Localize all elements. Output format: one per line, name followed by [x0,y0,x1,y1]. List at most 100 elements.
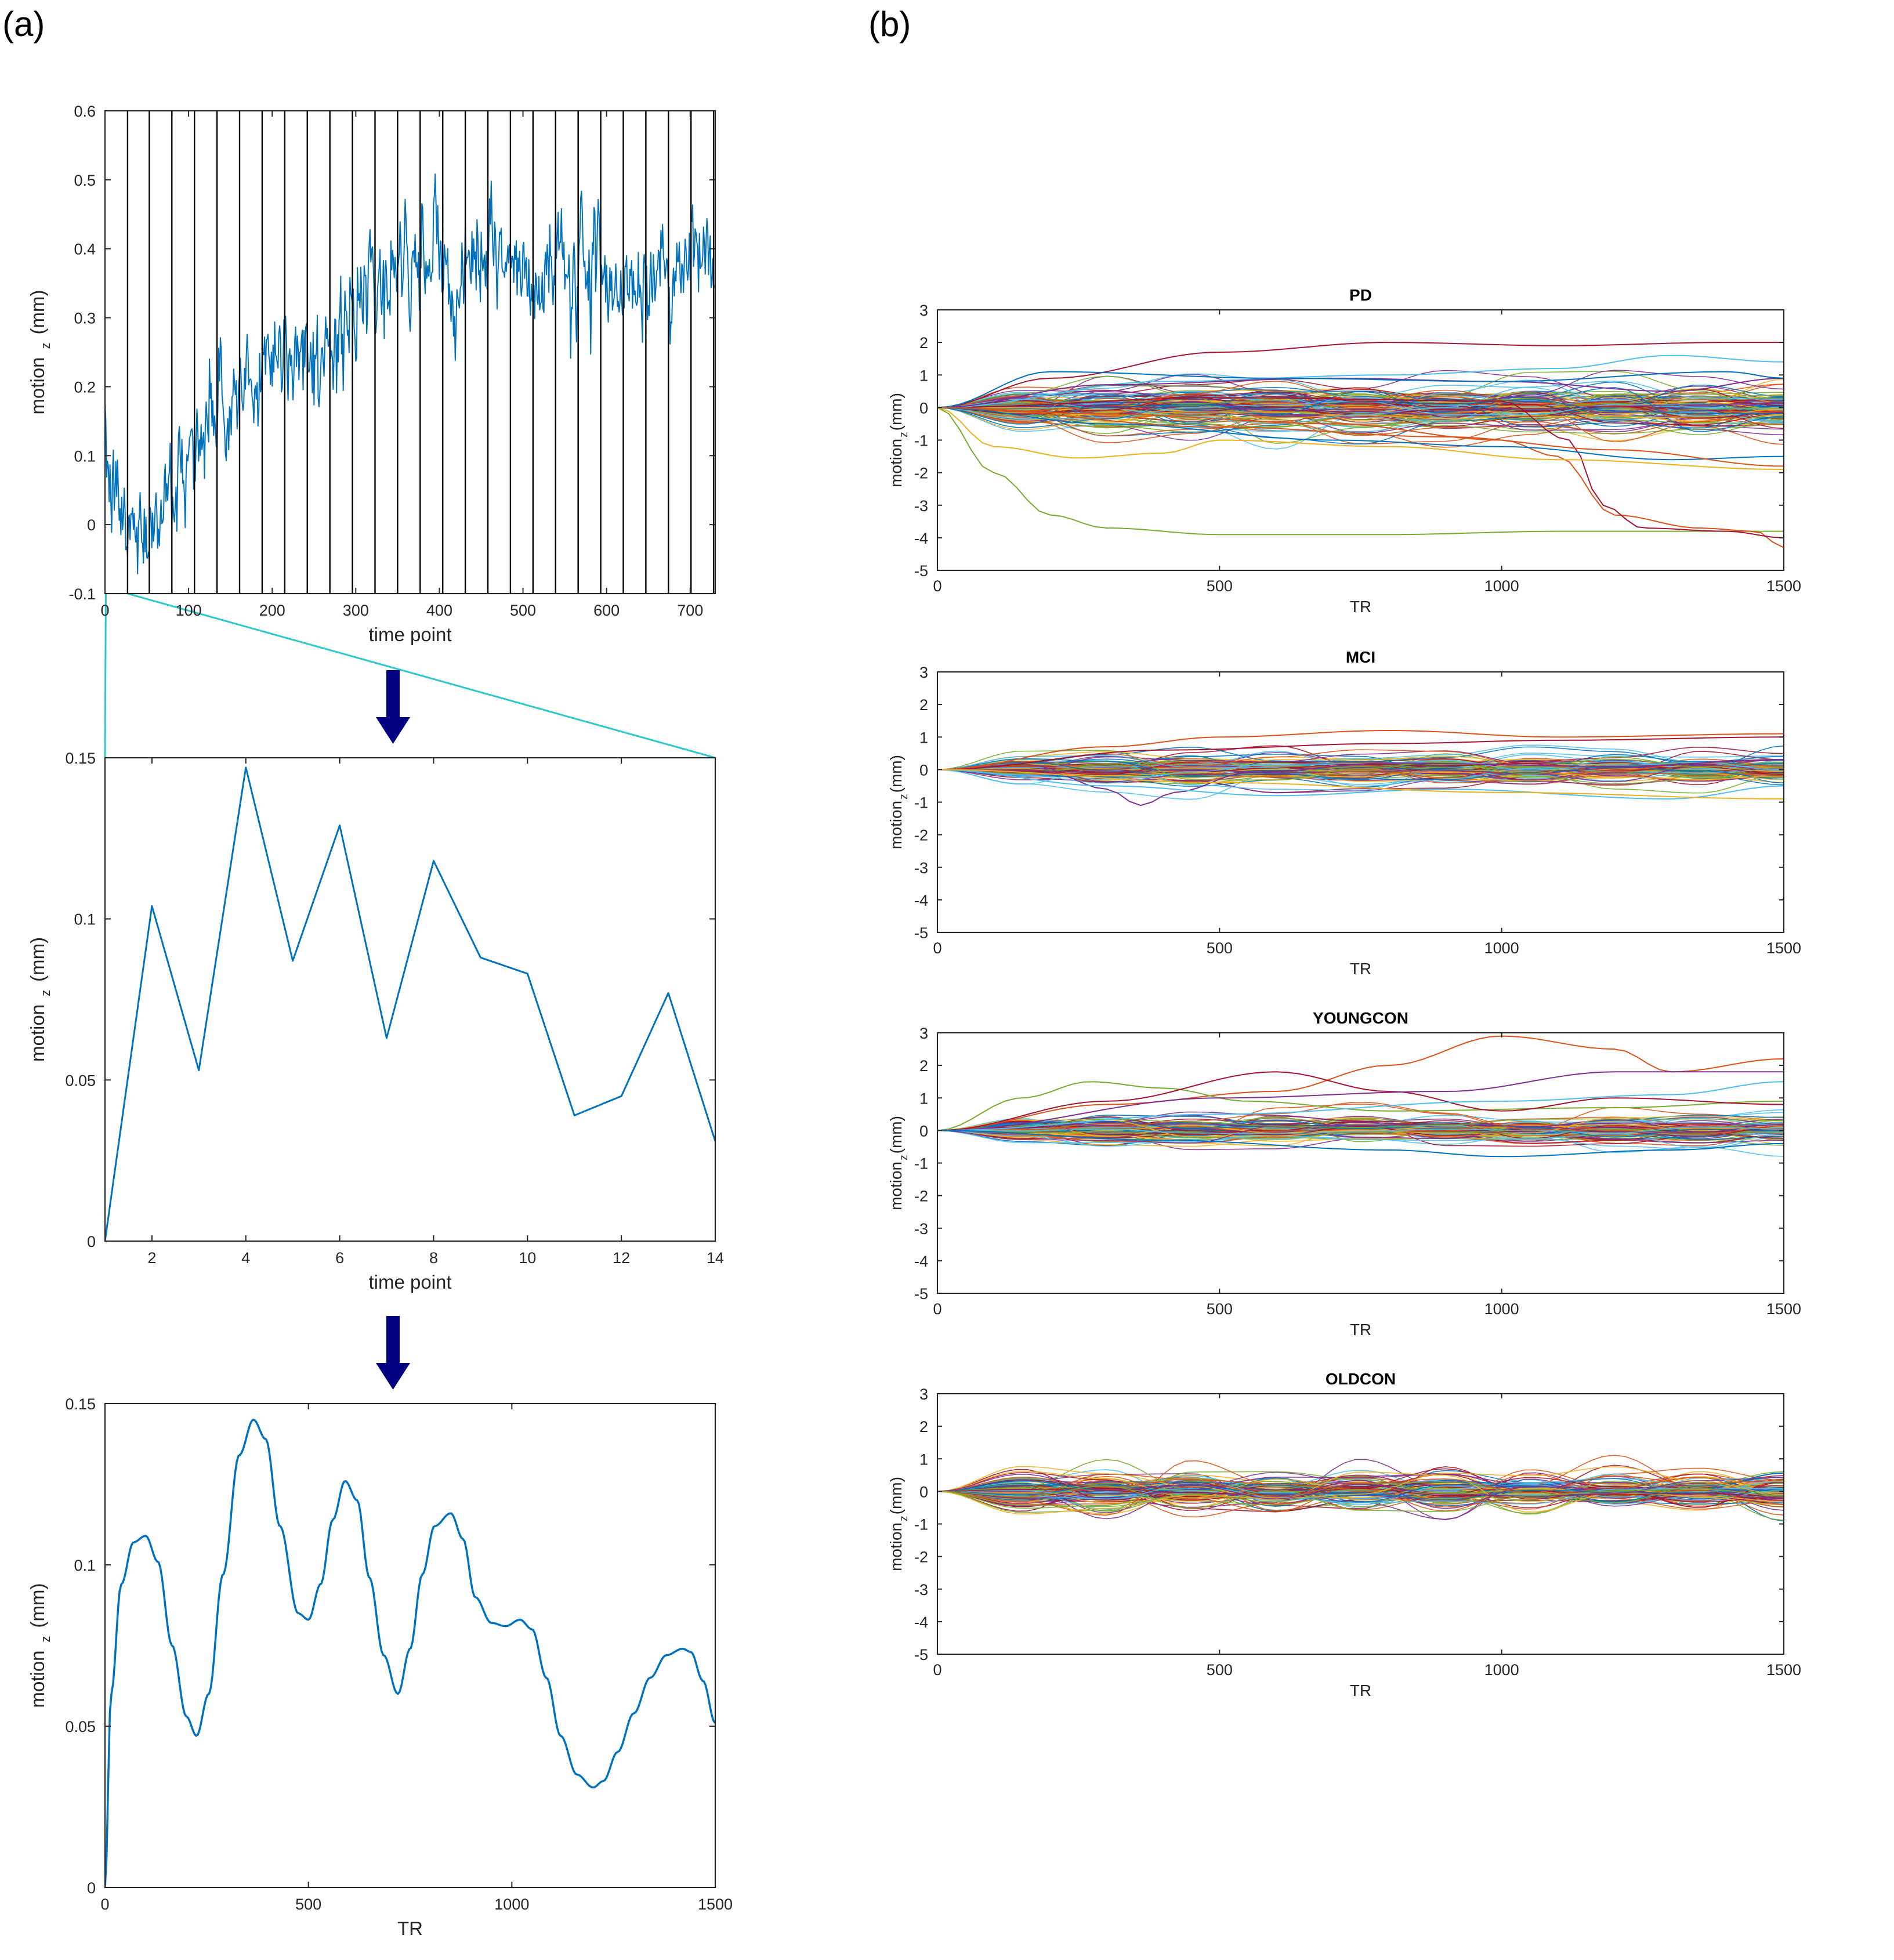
x-tick-label: 500 [510,602,536,619]
series-line [937,1130,1784,1148]
y-axis-label: motionz(mm) [27,290,53,414]
series-line [937,380,1784,425]
series-line [937,342,1784,408]
down-arrow-icon [376,670,410,744]
series-line [937,390,1784,423]
x-tick-label: 4 [241,1249,250,1267]
x-tick-label: 1000 [494,1896,529,1913]
x-tick-label: 6 [335,1249,344,1267]
x-tick-label: 1500 [1766,939,1801,957]
y-tick-label: 0.15 [65,1395,96,1413]
chart-segment-means: 2 4 6 8 10 12 14 0 0.05 0.1 0.15 time point motionz(… [27,750,724,1293]
series-line [937,1475,1784,1498]
zoom-line-left [104,593,107,758]
y-tick-label: 0.1 [74,447,96,465]
series-line [937,395,1784,429]
series-line [937,1474,1784,1499]
axes-box [936,671,1785,934]
x-tick-label: 14 [707,1249,724,1267]
series-line [937,1478,1784,1506]
y-axis-label: motionz(mm) [887,393,910,487]
y-tick-label: 2 [919,1057,928,1075]
y-tick-label: 2 [919,1418,928,1435]
series-line [937,1477,1784,1510]
series-line [937,393,1784,418]
y-axis-label: motionz(mm) [887,1116,910,1210]
y-tick-label: -4 [914,892,928,909]
series-line [937,1071,1784,1131]
y-tick-label: -5 [914,562,928,580]
series-line [937,762,1784,784]
y-axis-label: motionz(mm) [887,755,910,849]
series-line [937,1119,1784,1139]
y-tick-label: 3 [919,664,928,681]
chart-oldcon: 0 500 1000 1500 3 2 1 0 -1 -2 -3 -4 -5 TR motionz(mm) O… [887,1370,1801,1699]
x-tick-label: 1000 [1484,1300,1519,1318]
x-axis-label: TR [1350,598,1371,616]
panel-label-b: (b) [868,5,911,44]
plot-area [937,729,1784,807]
y-tick-label: -3 [914,1581,928,1599]
plot-area [105,173,715,574]
y-tick-label: 1 [919,1090,928,1107]
x-tick-label: 500 [1207,939,1233,957]
series-line [937,761,1784,780]
y-tick-label: 0 [919,1483,928,1500]
series-line [105,766,715,1241]
y-tick-label: 0 [87,516,96,534]
y-tick-label: -2 [914,1549,928,1566]
series-line [937,407,1784,470]
y-tick-label: -2 [914,465,928,482]
x-tick-label: 200 [259,602,285,619]
x-axis-label: TR [1350,1321,1371,1339]
series-line [937,1035,1784,1131]
y-tick-label: 3 [919,1386,928,1403]
axes-box [104,110,716,595]
y-tick-label: -5 [914,1646,928,1664]
y-tick-label: 0.5 [74,172,96,189]
y-tick-label: 0 [87,1233,96,1250]
series-line [937,1116,1784,1137]
axes-box [104,757,716,1242]
y-tick-label: 3 [919,302,928,319]
series-line [937,407,1784,461]
series-line [937,750,1784,781]
series-line [937,1126,1784,1134]
series-line [937,386,1784,432]
series-line [937,399,1784,414]
zoom-connector [104,592,716,759]
series-line [937,1467,1784,1510]
chart-title: MCI [1346,648,1375,666]
y-tick-label: 0.2 [74,378,96,396]
x-tick-label: 1500 [1766,1661,1801,1679]
y-tick-label: -3 [914,497,928,515]
y-axis-label: motionz(mm) [887,1477,910,1571]
y-tick-label: -3 [914,1220,928,1238]
series-line [937,764,1784,775]
series-line [937,371,1784,408]
x-tick-label: 600 [593,602,620,619]
chart-title: PD [1349,286,1372,304]
axes-box [104,1402,716,1889]
x-tick-label: 0 [933,577,941,595]
y-tick-label: 0.1 [74,911,96,928]
series-line [937,397,1784,436]
x-tick-label: 500 [295,1896,321,1913]
series-line [937,407,1784,420]
plot-area [105,1419,715,1887]
series-line [105,1419,715,1887]
series-line [937,1071,1784,1131]
series-line [937,1474,1784,1500]
y-tick-label: -5 [914,1285,928,1303]
x-tick-label: 1500 [698,1896,733,1913]
panel-label-a: (a) [2,5,45,44]
y-tick-label: 0.05 [65,1718,96,1735]
series-line [937,1485,1784,1505]
series-line [937,1480,1784,1509]
y-tick-label: -3 [914,859,928,877]
plot-area [937,1035,1784,1158]
x-tick-label: 500 [1207,1300,1233,1318]
series-line [937,769,1784,800]
series-line [937,1081,1784,1131]
x-tick-label: 0 [933,1661,941,1679]
